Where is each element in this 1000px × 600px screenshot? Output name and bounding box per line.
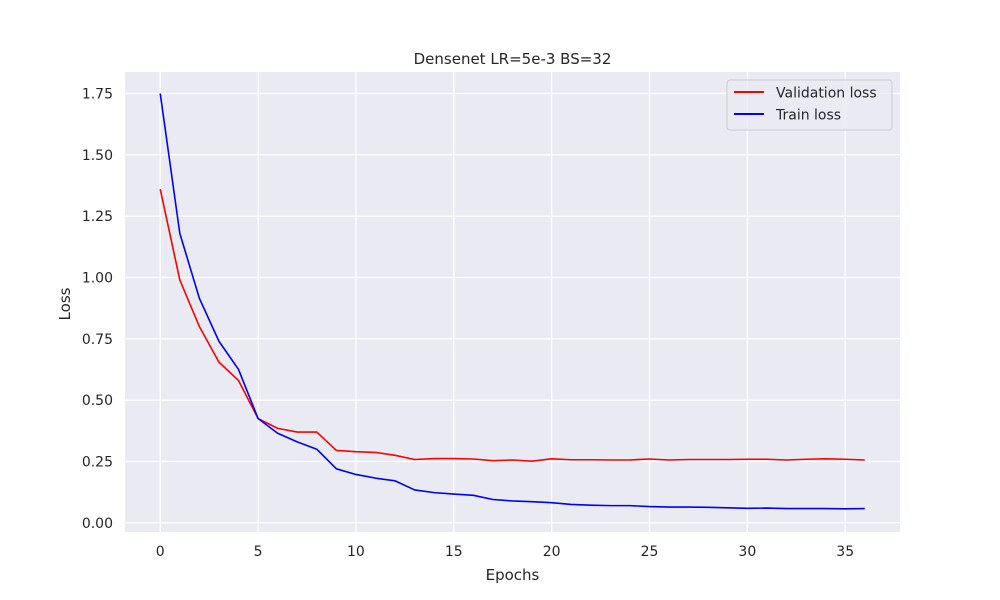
x-tick-label: 20 bbox=[543, 544, 561, 560]
series-line-train-loss bbox=[159, 93, 865, 510]
x-tick-label: 15 bbox=[445, 544, 463, 560]
x-tick-label: 30 bbox=[738, 544, 756, 560]
y-tick-label: 0.00 bbox=[82, 516, 113, 532]
legend-box bbox=[726, 79, 893, 131]
y-tick-label: 0.75 bbox=[82, 332, 113, 348]
legend-label-validation: Validation loss bbox=[776, 86, 877, 102]
y-tick-label: 1.75 bbox=[82, 86, 113, 102]
x-tick-label: 25 bbox=[641, 544, 659, 560]
legend: Validation loss Train loss bbox=[726, 79, 893, 131]
y-axis-label: Loss bbox=[56, 287, 74, 320]
y-tick-label: 1.00 bbox=[82, 270, 113, 286]
series-line-validation-loss bbox=[159, 188, 865, 463]
x-tick-label: 5 bbox=[254, 544, 263, 560]
chart-title: Densenet LR=5e-3 BS=32 bbox=[414, 50, 612, 68]
x-tick-label: 10 bbox=[347, 544, 365, 560]
y-tick-label: 0.25 bbox=[82, 454, 113, 470]
grid-lines bbox=[125, 72, 900, 532]
legend-label-train: Train loss bbox=[775, 108, 841, 124]
axis-ticks: 0 5 10 15 20 25 30 35 0.00 0.25 0.50 0.75 1.00 1.25 1.… bbox=[82, 86, 854, 560]
plot-area bbox=[125, 72, 900, 532]
x-axis-label: Epochs bbox=[486, 566, 540, 584]
y-tick-label: 0.50 bbox=[82, 393, 113, 409]
y-tick-label: 1.50 bbox=[82, 148, 113, 164]
series-layer bbox=[159, 93, 865, 510]
x-tick-label: 0 bbox=[156, 544, 165, 560]
y-tick-label: 1.25 bbox=[82, 209, 113, 225]
x-tick-label: 35 bbox=[836, 544, 854, 560]
